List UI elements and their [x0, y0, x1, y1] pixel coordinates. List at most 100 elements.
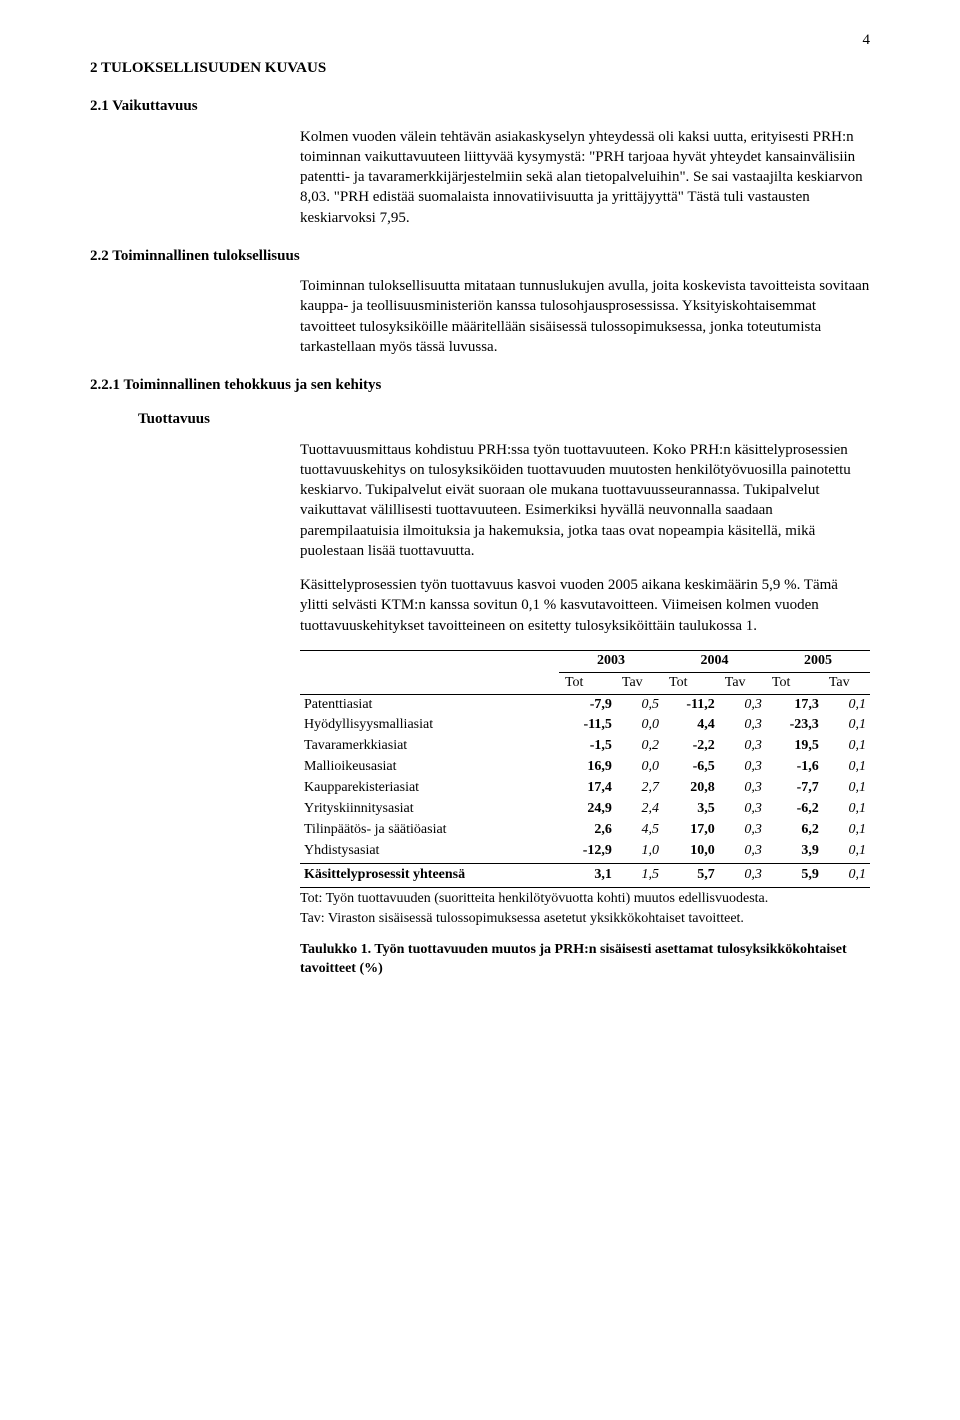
cell: -7,7 [766, 778, 823, 799]
cell: -23,3 [766, 715, 823, 736]
year-header: 2005 [766, 650, 870, 672]
table-row: Yrityskiinnitysasiat24,92,43,50,3-6,20,1 [300, 799, 870, 820]
row-label: Yrityskiinnitysasiat [300, 799, 559, 820]
cell: 0,1 [823, 799, 870, 820]
cell: -11,2 [663, 694, 719, 715]
col-header: Tot [663, 672, 719, 694]
table-note: Tot: Työn tuottavuuden (suoritteita henk… [300, 890, 870, 909]
cell: -12,9 [559, 841, 616, 863]
cell: 6,2 [766, 820, 823, 841]
cell: 17,4 [559, 778, 616, 799]
cell: 0,3 [719, 715, 766, 736]
cell: 0,2 [616, 736, 663, 757]
year-header: 2004 [663, 650, 766, 672]
row-label: Käsittelyprosessit yhteensä [300, 863, 559, 887]
cell: 0,3 [719, 736, 766, 757]
cell: 0,1 [823, 820, 870, 841]
row-label: Yhdistysasiat [300, 841, 559, 863]
cell: 0,1 [823, 694, 870, 715]
subsection-heading: 2.2 Toiminnallinen tuloksellisuus [90, 246, 870, 266]
cell: 2,7 [616, 778, 663, 799]
cell: 0,3 [719, 778, 766, 799]
table-note: Tav: Viraston sisäisessä tulossopimukses… [300, 910, 870, 929]
cell: 4,5 [616, 820, 663, 841]
paragraph: Tuottavuusmittaus kohdistuu PRH:ssa työn… [300, 440, 870, 562]
subsubsection-heading: 2.2.1 Toiminnallinen tehokkuus ja sen ke… [90, 375, 870, 395]
paragraph: Toiminnan tuloksellisuutta mitataan tunn… [300, 276, 870, 357]
cell: 0,3 [719, 757, 766, 778]
cell: 16,9 [559, 757, 616, 778]
cell: 3,5 [663, 799, 719, 820]
table-caption: Taulukko 1. Työn tuottavuuden muutos ja … [300, 941, 870, 979]
row-label: Tilinpäätös- ja säätiöasiat [300, 820, 559, 841]
cell: 0,5 [616, 694, 663, 715]
row-label: Hyödyllisyysmalliasiat [300, 715, 559, 736]
productivity-table: 2003 2004 2005 Tot Tav Tot Tav Tot Tav P… [300, 650, 870, 888]
leaf-heading: Tuottavuus [138, 409, 870, 429]
table-row: Patenttiasiat-7,90,5-11,20,317,30,1 [300, 694, 870, 715]
cell: -2,2 [663, 736, 719, 757]
table-row: Kaupparekisteriasiat17,42,720,80,3-7,70,… [300, 778, 870, 799]
col-header: Tot [559, 672, 616, 694]
col-header: Tav [823, 672, 870, 694]
cell: -6,2 [766, 799, 823, 820]
body-block: Kolmen vuoden välein tehtävän asiakaskys… [300, 127, 870, 228]
cell: 19,5 [766, 736, 823, 757]
cell: 0,1 [823, 715, 870, 736]
cell: 10,0 [663, 841, 719, 863]
cell: 0,1 [823, 841, 870, 863]
cell: 0,3 [719, 863, 766, 887]
row-label: Mallioikeusasiat [300, 757, 559, 778]
table-row: Mallioikeusasiat16,90,0-6,50,3-1,60,1 [300, 757, 870, 778]
cell: 0,3 [719, 799, 766, 820]
cell: -7,9 [559, 694, 616, 715]
cell: 0,1 [823, 736, 870, 757]
cell: 4,4 [663, 715, 719, 736]
col-header: Tav [616, 672, 663, 694]
cell: 1,0 [616, 841, 663, 863]
cell: 0,3 [719, 841, 766, 863]
row-label: Kaupparekisteriasiat [300, 778, 559, 799]
cell: 2,4 [616, 799, 663, 820]
cell: -1,5 [559, 736, 616, 757]
year-header: 2003 [559, 650, 663, 672]
table-row: Hyödyllisyysmalliasiat-11,50,04,40,3-23,… [300, 715, 870, 736]
cell: -6,5 [663, 757, 719, 778]
row-label: Patenttiasiat [300, 694, 559, 715]
row-label: Tavaramerkkiasiat [300, 736, 559, 757]
cell: 17,3 [766, 694, 823, 715]
body-block: Tuottavuusmittaus kohdistuu PRH:ssa työn… [300, 440, 870, 980]
cell: 0,1 [823, 778, 870, 799]
cell: 5,9 [766, 863, 823, 887]
cell: -1,6 [766, 757, 823, 778]
cell: 20,8 [663, 778, 719, 799]
cell: 0,3 [719, 820, 766, 841]
table-year-row: 2003 2004 2005 [300, 650, 870, 672]
cell: 0,1 [823, 757, 870, 778]
table-row: Yhdistysasiat-12,91,010,00,33,90,1 [300, 841, 870, 863]
cell: -11,5 [559, 715, 616, 736]
page-number: 4 [863, 30, 871, 50]
cell: 17,0 [663, 820, 719, 841]
cell: 1,5 [616, 863, 663, 887]
cell: 0,0 [616, 757, 663, 778]
table-row: Tavaramerkkiasiat-1,50,2-2,20,319,50,1 [300, 736, 870, 757]
col-header: Tav [719, 672, 766, 694]
cell: 24,9 [559, 799, 616, 820]
table-subhead-row: Tot Tav Tot Tav Tot Tav [300, 672, 870, 694]
cell: 0,0 [616, 715, 663, 736]
section-heading: 2 TULOKSELLISUUDEN KUVAUS [90, 58, 870, 78]
cell: 3,1 [559, 863, 616, 887]
paragraph: Kolmen vuoden välein tehtävän asiakaskys… [300, 127, 870, 228]
cell: 2,6 [559, 820, 616, 841]
cell: 0,1 [823, 863, 870, 887]
col-header: Tot [766, 672, 823, 694]
subsection-heading: 2.1 Vaikuttavuus [90, 96, 870, 116]
paragraph: Käsittelyprosessien työn tuottavuus kasv… [300, 575, 870, 636]
table-total-row: Käsittelyprosessit yhteensä3,11,55,70,35… [300, 863, 870, 887]
table-body: Patenttiasiat-7,90,5-11,20,317,30,1Hyödy… [300, 694, 870, 887]
cell: 0,3 [719, 694, 766, 715]
cell: 5,7 [663, 863, 719, 887]
body-block: Toiminnan tuloksellisuutta mitataan tunn… [300, 276, 870, 357]
cell: 3,9 [766, 841, 823, 863]
